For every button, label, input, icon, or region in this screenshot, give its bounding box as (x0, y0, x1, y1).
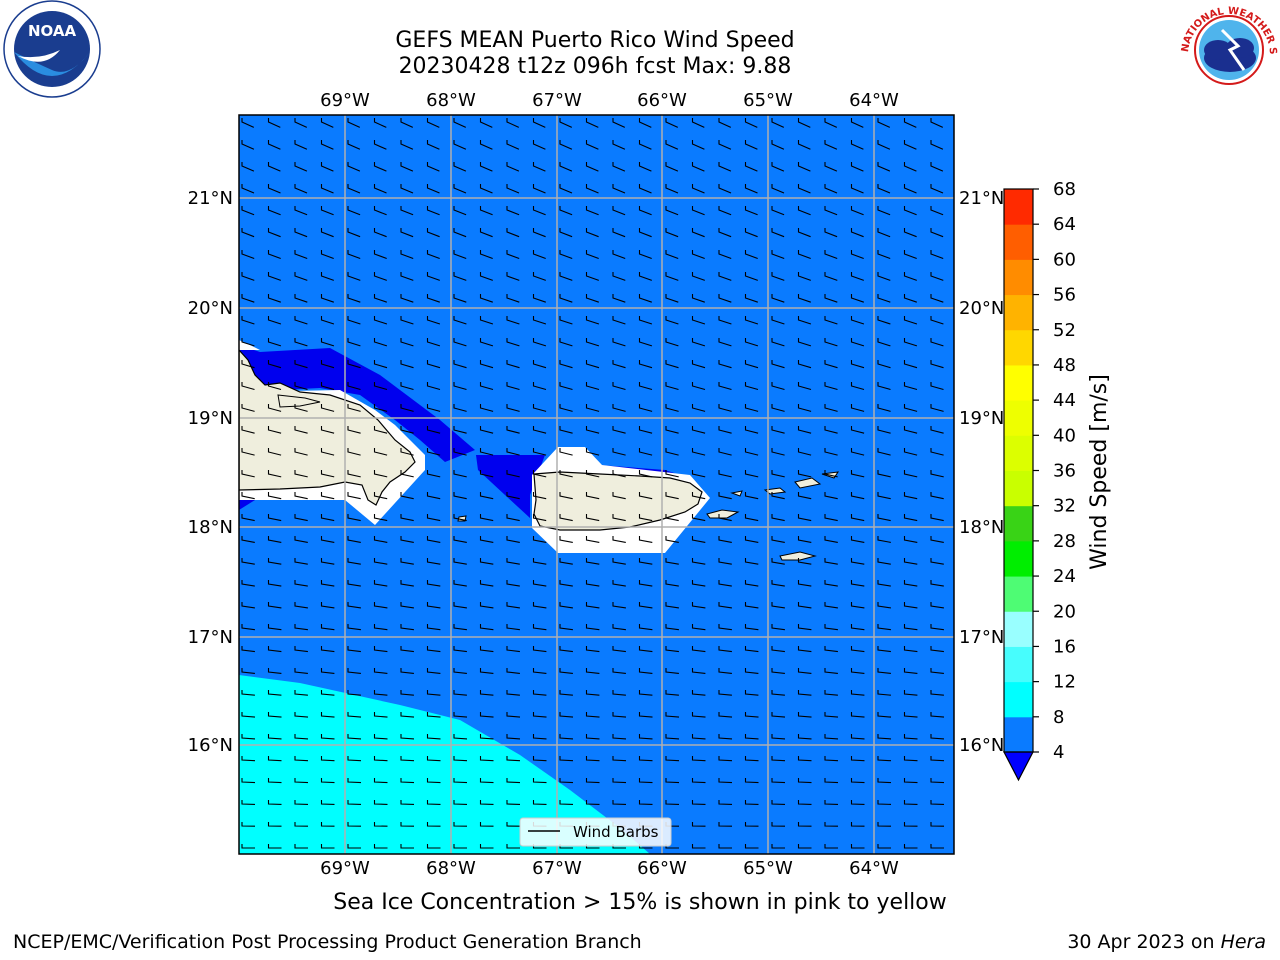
lat-label-right: 20°N (959, 298, 1004, 319)
colorbar-segment (1004, 364, 1033, 401)
colorbar-tick-label: 28 (1053, 531, 1076, 552)
map-gridlines (239, 115, 954, 854)
lat-label-right: 18°N (959, 517, 1004, 538)
land-virgin-islands-2 (794, 477, 822, 489)
colorbar-segment (1004, 400, 1033, 436)
lon-label-bottom: 69°W (320, 858, 370, 879)
colorbar-tick-label: 44 (1053, 390, 1076, 411)
colorbar-segment (1004, 259, 1033, 296)
lon-label-bottom: 65°W (743, 858, 793, 879)
lat-labels-left: 21°N 20°N 19°N 18°N 17°N 16°N (188, 188, 233, 756)
lon-label-top: 64°W (849, 90, 899, 111)
lat-label-left: 20°N (188, 298, 233, 319)
colorbar-tick-label: 24 (1053, 566, 1076, 587)
lon-label-top: 69°W (320, 90, 370, 111)
noaa-logo-text: NOAA (28, 22, 77, 40)
land-puerto-rico (533, 471, 703, 531)
noaa-logo: NOAA (3, 0, 101, 98)
lat-label-left: 19°N (188, 408, 233, 429)
wind-barbs-legend: Wind Barbs (519, 817, 672, 847)
footer-date: 30 Apr 2023 on Hera (1067, 931, 1266, 953)
lat-label-left: 17°N (188, 627, 233, 648)
colorbar-under-arrow (1003, 751, 1034, 782)
colorbar-tick-label: 12 (1053, 672, 1076, 693)
sea-ice-note: Sea Ice Concentration > 15% is shown in … (333, 890, 947, 915)
wind-8-12-region (239, 675, 650, 854)
lat-label-left: 16°N (188, 735, 233, 756)
wind-under4-region-hispaniola (239, 345, 475, 462)
colorbar-segment (1004, 294, 1033, 331)
chart-title: GEFS MEAN Puerto Rico Wind Speed (395, 28, 795, 53)
chart-subtitle: 20230428 t12z 096h fcst Max: 9.88 (398, 54, 792, 79)
land-hispaniola (239, 349, 416, 506)
colorbar-tick-label: 4 (1053, 742, 1064, 763)
wind-under4-region-edge (239, 498, 255, 510)
lat-label-left: 18°N (188, 517, 233, 538)
footer-credit: NCEP/EMC/Verification Post Processing Pr… (13, 931, 642, 953)
colorbar-label: Wind Speed [m/s] (1087, 374, 1112, 570)
legend-label: Wind Barbs (573, 823, 659, 841)
colorbar-segment (1004, 540, 1033, 577)
colorbar-tick-label: 16 (1053, 636, 1076, 657)
colorbar-segment (1004, 611, 1033, 647)
colorbar-tick-label: 48 (1053, 355, 1076, 376)
lon-label-top: 67°W (532, 90, 582, 111)
footer-date-text: 30 Apr 2023 on (1067, 931, 1215, 953)
colorbar-tick-label: 20 (1053, 601, 1076, 622)
lat-label-right: 19°N (959, 408, 1004, 429)
map-frame (238, 114, 955, 855)
colorbar-segment (1004, 329, 1033, 366)
colorbar-tick-label: 36 (1053, 461, 1076, 482)
colorbar-tick-label: 56 (1053, 285, 1076, 306)
colorbar-segment (1004, 224, 1033, 260)
colorbar-segment (1004, 646, 1033, 683)
colorbar-tick-label: 32 (1053, 496, 1076, 517)
lon-labels-top: 69°W 68°W 67°W 66°W 65°W 64°W (320, 90, 899, 111)
land-vieques (706, 509, 740, 519)
colorbar-segment (1004, 470, 1033, 507)
colorbar-tick-label: 8 (1053, 707, 1064, 728)
lat-label-right: 21°N (959, 188, 1004, 209)
colorbar-tick-label: 40 (1053, 425, 1076, 446)
colorbar-segment (1004, 716, 1033, 753)
lon-label-bottom: 64°W (849, 858, 899, 879)
lon-label-top: 66°W (637, 90, 687, 111)
land-st-croix (779, 551, 817, 561)
lon-label-bottom: 67°W (532, 858, 582, 879)
lat-label-right: 17°N (959, 627, 1004, 648)
colorbar-segment (1004, 505, 1033, 542)
colorbar-segment (1004, 681, 1033, 718)
colorbar-segment (1004, 435, 1033, 471)
nws-logo: NATIONAL WEATHER SERVICE (1178, 0, 1278, 96)
colorbar-tick-label: 64 (1053, 214, 1076, 235)
lon-labels-bottom: 69°W 68°W 67°W 66°W 65°W 64°W (320, 858, 899, 879)
footer-host: Hera (1220, 931, 1266, 953)
lat-labels-right: 21°N 20°N 19°N 18°N 17°N 16°N (959, 188, 1004, 756)
lon-label-bottom: 68°W (426, 858, 476, 879)
wind-under4-region-mona (476, 455, 545, 518)
land-tortuga (277, 394, 321, 408)
colorbar-tick-label: 68 (1053, 179, 1076, 200)
lon-label-top: 68°W (426, 90, 476, 111)
lat-label-left: 21°N (188, 188, 233, 209)
wind-barbs-layer (241, 118, 945, 849)
colorbar-segment (1004, 189, 1033, 225)
colorbar-segment (1004, 576, 1033, 612)
lon-label-top: 65°W (743, 90, 793, 111)
lat-label-right: 16°N (959, 735, 1004, 756)
colorbar-tick-label: 60 (1053, 249, 1076, 270)
colorbar-tick-label: 52 (1053, 320, 1076, 341)
land-culebra (730, 490, 743, 497)
lon-label-bottom: 66°W (637, 858, 687, 879)
